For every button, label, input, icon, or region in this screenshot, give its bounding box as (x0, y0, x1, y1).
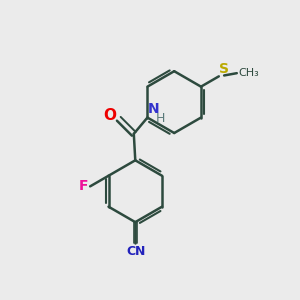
Text: N: N (148, 102, 160, 116)
Text: F: F (79, 179, 89, 194)
Text: S: S (219, 62, 230, 76)
Text: H: H (156, 112, 165, 125)
Text: CH₃: CH₃ (238, 68, 259, 78)
Text: C: C (126, 245, 135, 258)
Text: O: O (103, 108, 116, 123)
Text: N: N (135, 245, 146, 258)
